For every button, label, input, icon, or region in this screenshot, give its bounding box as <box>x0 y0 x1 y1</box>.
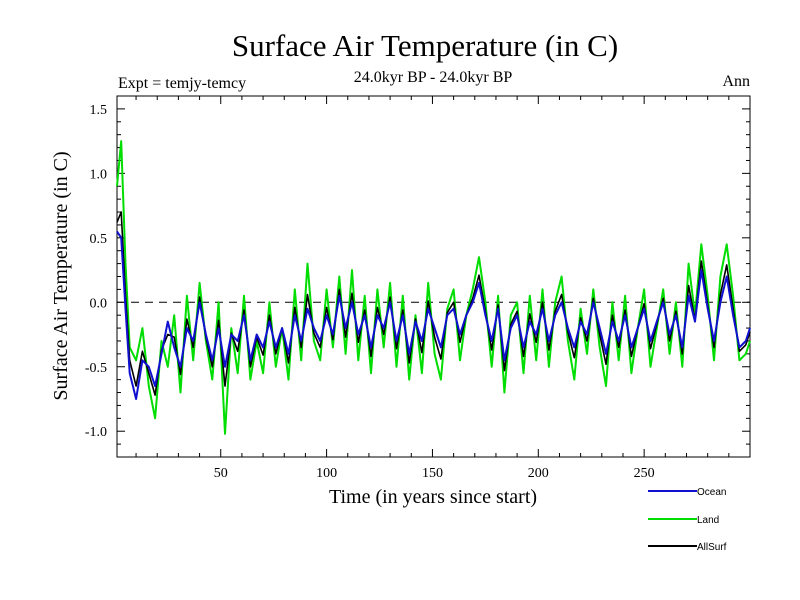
x-tick-label: 100 <box>316 466 337 481</box>
season-label: Ann <box>722 73 750 90</box>
series-line-land <box>116 140 751 435</box>
y-tick-label: 0.5 <box>90 232 108 247</box>
y-tick-label: 0.0 <box>90 296 108 311</box>
y-tick-label: 1.0 <box>90 167 108 182</box>
series-line-ocean <box>116 230 751 400</box>
x-tick-label: 250 <box>634 466 655 481</box>
y-tick-label: -0.5 <box>85 361 107 376</box>
y-tick-label: -1.0 <box>85 425 107 440</box>
legend: Ocean Land AllSurf <box>648 487 727 553</box>
chart-title: Surface Air Temperature (in C) <box>232 28 618 63</box>
legend-label-land: Land <box>697 515 719 526</box>
chart-subtitle: 24.0kyr BP - 24.0kyr BP <box>354 69 513 86</box>
x-tick-label: 200 <box>528 466 549 481</box>
legend-label-ocean: Ocean <box>697 487 726 498</box>
series-lines <box>116 140 751 435</box>
series-line-allsurf <box>116 211 751 396</box>
x-tick-label: 150 <box>422 466 443 481</box>
y-tick-label: 1.5 <box>90 103 108 118</box>
expt-label: Expt = temjy-temcy <box>118 75 246 92</box>
axis-ticks: 50 100 150 200 250 -1.0 -0.5 0.0 0.5 1.0 1.5 <box>85 96 750 481</box>
legend-label-allsurf: AllSurf <box>697 542 727 553</box>
x-axis-label: Time (in years since start) <box>329 486 537 508</box>
y-axis-label: Surface Air Temperature (in C) <box>50 151 72 400</box>
x-tick-label: 50 <box>214 466 228 481</box>
plot-frame <box>116 95 751 458</box>
